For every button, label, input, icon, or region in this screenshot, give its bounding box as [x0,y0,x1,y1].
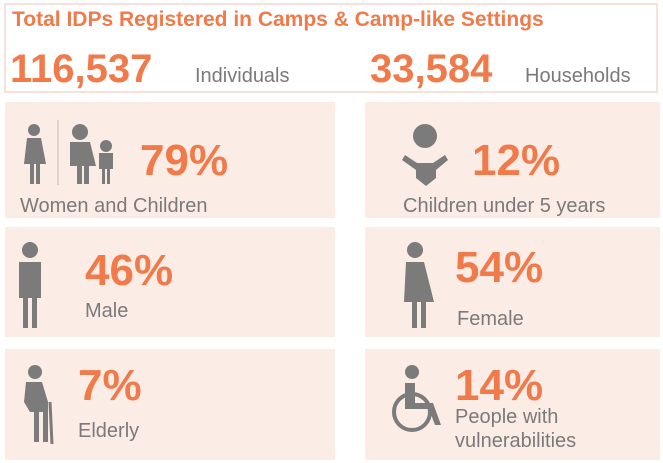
card-label: Female [457,308,524,330]
card-label: Women and Children [20,195,208,217]
header-box [4,3,658,93]
card [5,102,335,218]
card [5,349,335,460]
card-value: 14% [455,361,543,410]
icon-baby [402,124,448,186]
card-value: 7% [78,361,142,410]
card-label: Children under 5 years [403,195,605,217]
card-value: 46% [85,246,173,295]
card-label: Male [85,300,128,322]
icon-woman [404,242,434,328]
icon-elderly [24,365,54,445]
card-label: vulnerabilities [455,430,576,452]
stat-value: 116,537 [10,47,152,91]
icon-woman-children [24,120,113,185]
icon-man [19,242,41,328]
title: Total IDPs Registered in Camps & Camp-li… [12,8,544,31]
card [365,102,660,218]
card-value: 79% [140,136,228,185]
card-label: People with [455,406,558,428]
card-value: 12% [472,136,560,185]
stat-value: 33,584 [370,47,493,91]
card-label: Elderly [78,420,139,442]
icon-wheelchair [392,365,441,432]
stat-label: Individuals [195,65,290,87]
card-value: 54% [455,243,543,292]
card [5,227,335,337]
stat-label: Households [525,65,631,87]
